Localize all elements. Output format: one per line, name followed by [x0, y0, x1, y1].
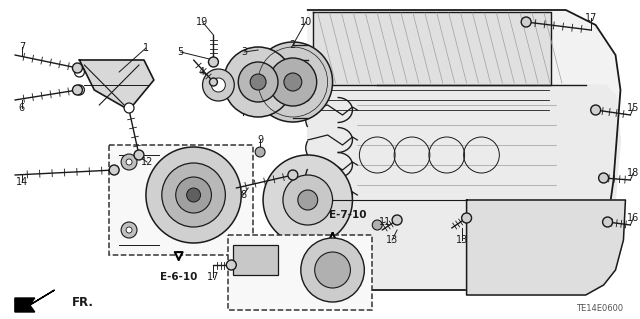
Circle shape [124, 103, 134, 113]
Circle shape [72, 85, 83, 95]
Text: 16: 16 [627, 213, 639, 223]
Text: 7: 7 [19, 42, 25, 52]
Text: 2: 2 [290, 40, 296, 50]
Circle shape [109, 165, 119, 175]
Polygon shape [79, 60, 154, 110]
Text: E-6-10: E-6-10 [160, 272, 197, 282]
Circle shape [74, 85, 84, 95]
Circle shape [263, 155, 353, 245]
Circle shape [288, 170, 298, 180]
Circle shape [162, 163, 225, 227]
Circle shape [301, 238, 364, 302]
Circle shape [461, 213, 472, 223]
Text: 11: 11 [379, 217, 391, 227]
Text: 10: 10 [300, 17, 312, 27]
Circle shape [269, 58, 317, 106]
Text: 5: 5 [177, 47, 184, 57]
Circle shape [284, 73, 302, 91]
Circle shape [121, 222, 137, 238]
Circle shape [372, 220, 382, 230]
Text: 6: 6 [19, 103, 25, 113]
Circle shape [253, 42, 333, 122]
Polygon shape [313, 12, 551, 85]
Circle shape [598, 173, 609, 183]
Text: 17: 17 [584, 13, 597, 23]
Text: 18: 18 [627, 168, 639, 178]
Text: 15: 15 [627, 103, 639, 113]
Polygon shape [467, 200, 625, 295]
Circle shape [202, 69, 234, 101]
Circle shape [126, 227, 132, 233]
Circle shape [298, 190, 317, 210]
Circle shape [283, 175, 333, 225]
Circle shape [238, 62, 278, 102]
Circle shape [211, 78, 225, 92]
Circle shape [250, 74, 266, 90]
Circle shape [223, 47, 293, 117]
Circle shape [209, 78, 218, 86]
Text: 3: 3 [241, 47, 247, 57]
Circle shape [591, 105, 600, 115]
Text: E-7-10: E-7-10 [329, 210, 366, 220]
Circle shape [134, 150, 144, 160]
Polygon shape [308, 10, 620, 290]
Text: 12: 12 [141, 157, 153, 167]
Text: FR.: FR. [72, 296, 93, 309]
Circle shape [176, 177, 211, 213]
Text: 9: 9 [257, 135, 263, 145]
Bar [234, 245, 278, 275]
Circle shape [126, 159, 132, 165]
Circle shape [227, 260, 236, 270]
Bar [228, 235, 372, 310]
Polygon shape [15, 290, 54, 312]
Text: 4: 4 [198, 67, 205, 77]
Text: 8: 8 [240, 190, 246, 200]
Text: 17: 17 [207, 272, 220, 282]
Circle shape [72, 63, 83, 73]
Text: 1: 1 [143, 43, 149, 53]
Circle shape [121, 154, 137, 170]
Circle shape [209, 57, 218, 67]
Polygon shape [308, 85, 620, 290]
Bar [109, 145, 253, 255]
Text: 13: 13 [456, 235, 468, 245]
Circle shape [315, 252, 351, 288]
Circle shape [603, 217, 612, 227]
Text: 14: 14 [16, 177, 28, 187]
Circle shape [146, 147, 241, 243]
Circle shape [187, 188, 200, 202]
Text: 19: 19 [196, 17, 209, 27]
Text: 13: 13 [386, 235, 398, 245]
Text: TE14E0600: TE14E0600 [577, 304, 623, 313]
Circle shape [255, 147, 265, 157]
Circle shape [521, 17, 531, 27]
Circle shape [392, 215, 402, 225]
Circle shape [74, 67, 84, 77]
